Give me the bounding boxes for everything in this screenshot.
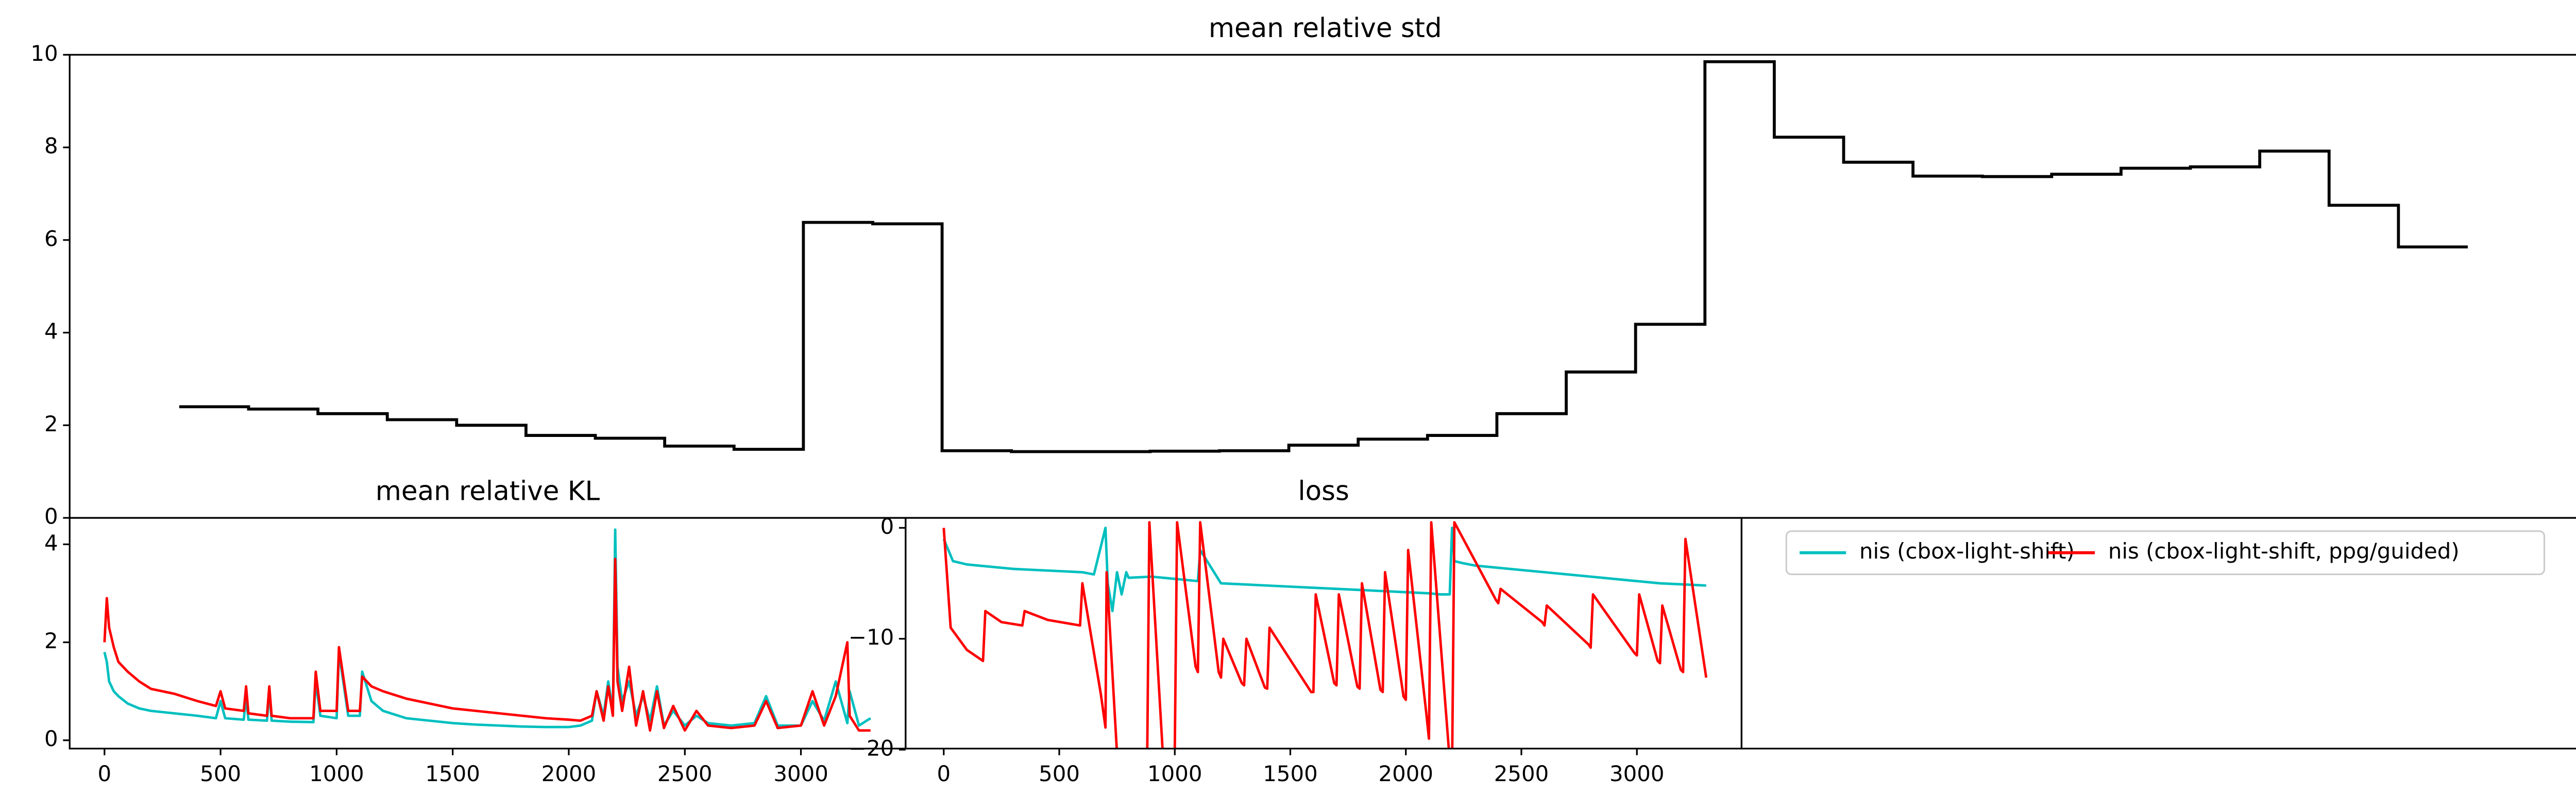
x-tick-label: 500 [200, 761, 241, 786]
y-tick-label: 0 [880, 514, 894, 539]
series-line [942, 527, 1706, 613]
legend-label: nis (cbox-light-shift, ppg/guided) [2108, 538, 2460, 564]
legend-box [1785, 530, 2546, 576]
chart-title: loss [1298, 476, 1349, 507]
x-tick-label: 1500 [1263, 761, 1317, 786]
y-tick-label: 6 [44, 226, 58, 251]
x-tick-label: 3000 [1609, 761, 1664, 786]
series-line [103, 528, 872, 729]
plot-frame [905, 517, 1742, 750]
series-line [942, 521, 1708, 749]
plot-frame [69, 54, 2576, 519]
y-tick-label: 8 [44, 133, 58, 159]
x-tick-label: 0 [97, 761, 111, 786]
y-tick-label: −10 [849, 625, 894, 650]
y-tick-label: −20 [849, 735, 894, 761]
x-tick-label: 2000 [541, 761, 596, 786]
x-tick-label: 3000 [773, 761, 828, 786]
y-tick-label: 0 [44, 504, 58, 529]
x-tick-label: 1000 [1147, 761, 1202, 786]
x-tick-label: 0 [937, 761, 951, 786]
x-tick-label: 2500 [657, 761, 712, 786]
y-tick-label: 2 [44, 411, 58, 436]
x-tick-label: 2500 [1494, 761, 1549, 786]
y-tick-label: 10 [30, 41, 58, 66]
chart-title: mean relative KL [376, 476, 600, 507]
plot-frame [69, 517, 907, 750]
x-tick-label: 500 [1039, 761, 1080, 786]
y-tick-label: 0 [44, 726, 58, 751]
chart-title: mean relative std [1209, 13, 1442, 44]
legend-label: nis (cbox-light-shift) [1859, 538, 2075, 564]
step-line [179, 60, 2468, 453]
series-line [103, 558, 871, 732]
y-tick-label: 4 [44, 530, 58, 555]
x-tick-label: 1500 [425, 761, 480, 786]
y-tick-label: 2 [44, 628, 58, 653]
x-tick-label: 1000 [309, 761, 364, 786]
x-tick-label: 2000 [1378, 761, 1433, 786]
y-tick-label: 4 [44, 318, 58, 344]
